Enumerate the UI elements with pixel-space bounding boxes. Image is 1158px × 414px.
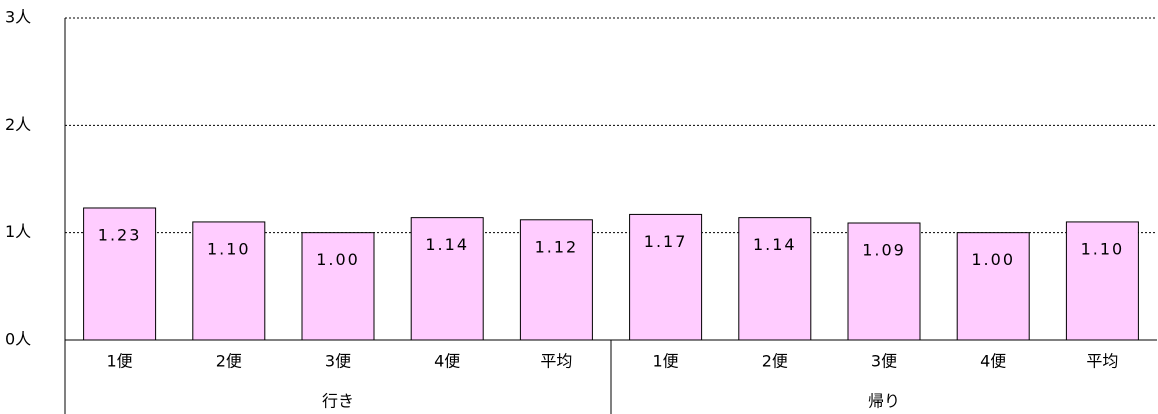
value-label: 1.14 bbox=[425, 235, 469, 254]
bar bbox=[83, 207, 157, 341]
value-label: 1.12 bbox=[535, 237, 579, 256]
y-tick-label: 2人 bbox=[5, 115, 31, 134]
bar bbox=[410, 217, 484, 341]
bar bbox=[301, 232, 375, 341]
bar bbox=[1065, 221, 1139, 341]
value-label: 1.00 bbox=[971, 250, 1015, 269]
value-label: 1.23 bbox=[98, 225, 142, 244]
bar bbox=[847, 222, 921, 341]
x-tick-label: 3便 bbox=[325, 352, 351, 371]
value-label: 1.09 bbox=[862, 241, 906, 260]
x-tick-label: 平均 bbox=[1086, 352, 1118, 371]
value-label: 1.10 bbox=[207, 239, 251, 258]
value-label: 1.00 bbox=[316, 250, 360, 269]
x-tick-label: 2便 bbox=[216, 352, 242, 371]
bar bbox=[519, 219, 593, 341]
value-label: 1.10 bbox=[1081, 239, 1125, 258]
y-tick-label: 1人 bbox=[5, 222, 31, 241]
bar bbox=[738, 217, 812, 341]
x-tick-label: 4便 bbox=[434, 352, 460, 371]
group-label: 帰り bbox=[868, 392, 900, 411]
x-tick-label: 3便 bbox=[871, 352, 897, 371]
x-tick-label: 4便 bbox=[980, 352, 1006, 371]
bar bbox=[629, 213, 703, 341]
y-tick-label: 3人 bbox=[5, 8, 31, 27]
bar bbox=[956, 232, 1030, 341]
x-tick-label: 平均 bbox=[540, 352, 572, 371]
x-tick-label: 1便 bbox=[653, 352, 679, 371]
y-tick-label: 0人 bbox=[5, 330, 31, 349]
x-tick-label: 2便 bbox=[762, 352, 788, 371]
group-label: 行き bbox=[322, 392, 354, 411]
x-tick-label: 1便 bbox=[107, 352, 133, 371]
value-label: 1.17 bbox=[644, 232, 688, 251]
value-label: 1.14 bbox=[753, 235, 797, 254]
